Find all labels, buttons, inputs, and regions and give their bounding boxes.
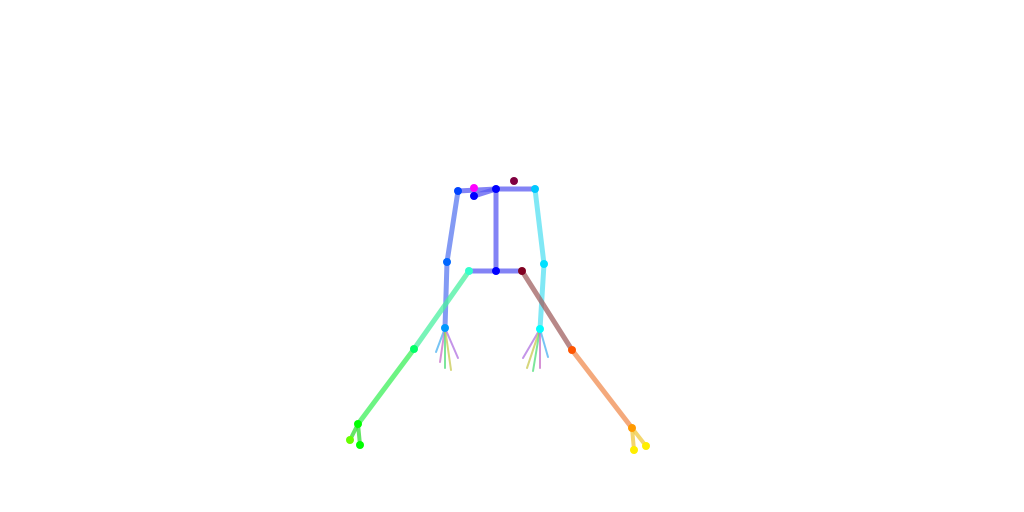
joint-left-toe-b	[356, 441, 364, 449]
joint-right-hip	[518, 267, 526, 275]
joint-left-ankle	[354, 420, 362, 428]
joint-right-elbow	[540, 260, 548, 268]
joint-right-shoulder	[531, 185, 539, 193]
joint-right-knee	[568, 346, 576, 354]
joint-left-toe-a	[346, 436, 354, 444]
joint-right-ankle	[628, 424, 636, 432]
joint-mid-hip	[492, 267, 500, 275]
joint-left-hip	[465, 267, 473, 275]
joint-nose	[470, 192, 478, 200]
joint-left-elbow	[443, 258, 451, 266]
joint-left-shoulder	[454, 187, 462, 195]
joint-left-wrist	[441, 324, 449, 332]
bone-left-forearm	[445, 262, 447, 328]
joint-head-top	[510, 177, 518, 185]
joint-right-wrist	[536, 325, 544, 333]
joint-left-knee	[410, 345, 418, 353]
joint-right-toe-a	[630, 446, 638, 454]
joint-neck	[492, 185, 500, 193]
joint-right-toe-b	[642, 442, 650, 450]
joint-eye	[470, 184, 478, 192]
